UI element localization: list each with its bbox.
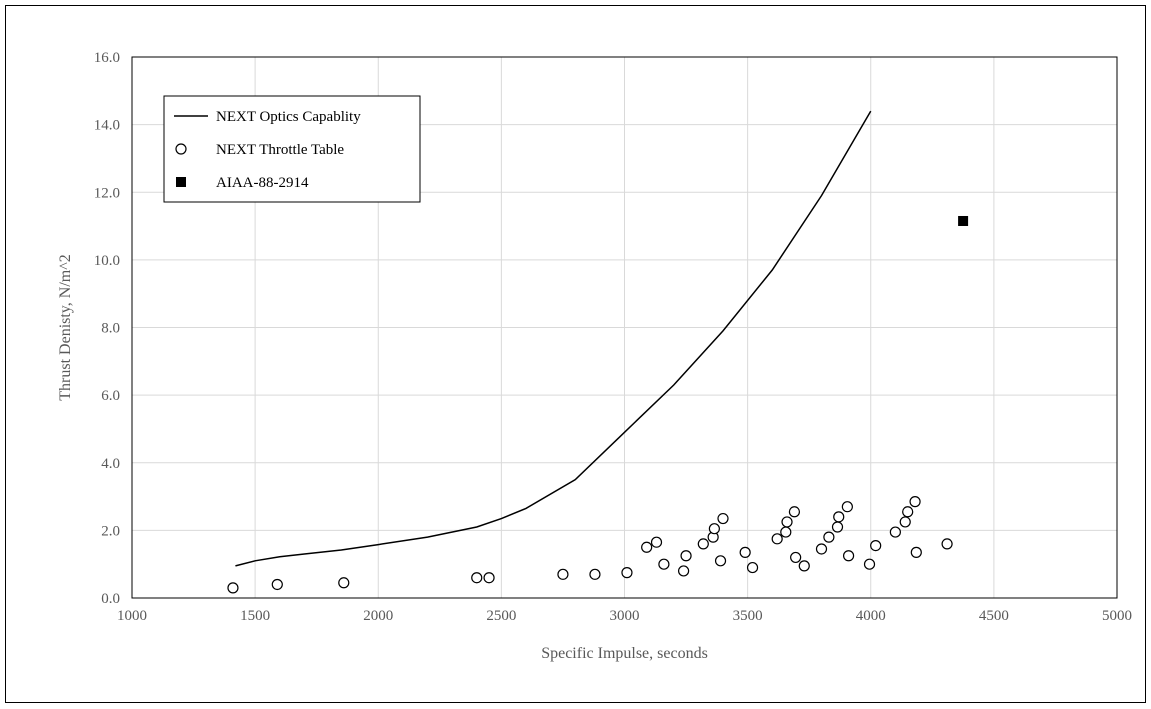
- throttle-table-point: [589, 568, 601, 580]
- y-tick-label: 0.0: [101, 591, 120, 607]
- throttle-table-point: [483, 572, 495, 584]
- throttle-table-point: [842, 550, 855, 562]
- y-tick-label: 8.0: [101, 321, 120, 337]
- throttle-table-point: [714, 555, 727, 567]
- throttle-table-point: [227, 582, 239, 594]
- y-tick-label: 12.0: [94, 185, 120, 201]
- legend: NEXT Optics Capablity NEXT Throttle Table…: [163, 95, 421, 203]
- y-tick-label: 2.0: [101, 523, 120, 539]
- throttle-table-point: [788, 506, 801, 518]
- throttle-table-point: [841, 501, 853, 513]
- throttle-table-point: [708, 523, 720, 535]
- throttle-table-point: [658, 558, 670, 570]
- throttle-table-point: [680, 550, 692, 562]
- throttle-table-point: [798, 560, 810, 572]
- legend-circle-swatch: [175, 143, 187, 155]
- optics-capability-line: [235, 110, 872, 567]
- throttle-table-point: [677, 565, 690, 577]
- aiaa-88-2914-point: [958, 215, 969, 226]
- legend-entry: NEXT Optics Capablity: [216, 109, 361, 125]
- plot-area: [131, 56, 1118, 599]
- throttle-table-point: [780, 526, 792, 538]
- throttle-table-point: [771, 533, 783, 545]
- legend-square-swatch: [176, 177, 186, 187]
- y-tick-label: 6.0: [101, 388, 120, 404]
- legend-entry: AIAA-88-2914: [216, 175, 309, 191]
- throttle-table-point: [941, 538, 953, 550]
- y-tick-label: 10.0: [94, 253, 120, 269]
- throttle-table-point: [910, 546, 922, 558]
- throttle-table-point: [899, 516, 911, 528]
- x-tick-label: 4000: [856, 608, 886, 624]
- x-tick-labels: 1000 1500 2000 2500 3000 3500 4000 4500 5000: [117, 608, 1132, 624]
- x-tick-label: 5000: [1102, 608, 1132, 624]
- throttle-table-point: [641, 541, 653, 553]
- y-tick-labels: 0.0 2.0 4.0 6.0 8.0 10.0 12.0 14.0 16.0: [94, 50, 120, 607]
- x-tick-label: 3500: [733, 608, 763, 624]
- legend-entry: NEXT Throttle Table: [216, 142, 344, 158]
- throttle-table-point: [909, 496, 921, 508]
- throttle-table-point: [833, 511, 845, 523]
- y-axis-title: Thrust Denisty, N/m^2: [57, 254, 74, 400]
- x-tick-label: 4500: [979, 608, 1009, 624]
- y-tick-label: 4.0: [101, 456, 120, 472]
- throttle-table-point: [621, 567, 633, 579]
- y-tick-label: 14.0: [94, 118, 120, 134]
- throttle-table-point: [717, 512, 729, 525]
- throttle-table-point: [650, 536, 663, 548]
- throttle-table-point: [781, 516, 793, 528]
- throttle-table-point: [338, 577, 350, 589]
- throttle-table-point: [831, 521, 844, 533]
- x-tick-label: 2500: [486, 608, 516, 624]
- throttle-table-point: [739, 546, 751, 558]
- throttle-table-point: [746, 561, 759, 574]
- throttle-table-point: [557, 568, 569, 580]
- x-axis-title: Specific Impulse, seconds: [541, 645, 708, 662]
- x-tick-label: 3000: [610, 608, 640, 624]
- throttle-table-point: [790, 551, 802, 564]
- throttle-table-point: [889, 526, 901, 538]
- throttle-table-point: [870, 539, 882, 552]
- x-tick-label: 1000: [117, 608, 147, 624]
- throttle-table-point: [863, 558, 876, 570]
- y-tick-label: 16.0: [94, 50, 120, 66]
- throttle-table-point: [815, 543, 828, 555]
- x-tick-label: 1500: [240, 608, 270, 624]
- legend-box: [163, 95, 421, 203]
- throttle-table-point: [471, 572, 483, 584]
- x-tick-label: 2000: [363, 608, 393, 624]
- series-layer: [227, 110, 969, 594]
- throttle-table-point: [697, 538, 709, 550]
- throttle-table-point: [823, 531, 835, 543]
- throttle-table-point: [902, 506, 914, 518]
- throttle-table-point: [271, 578, 283, 591]
